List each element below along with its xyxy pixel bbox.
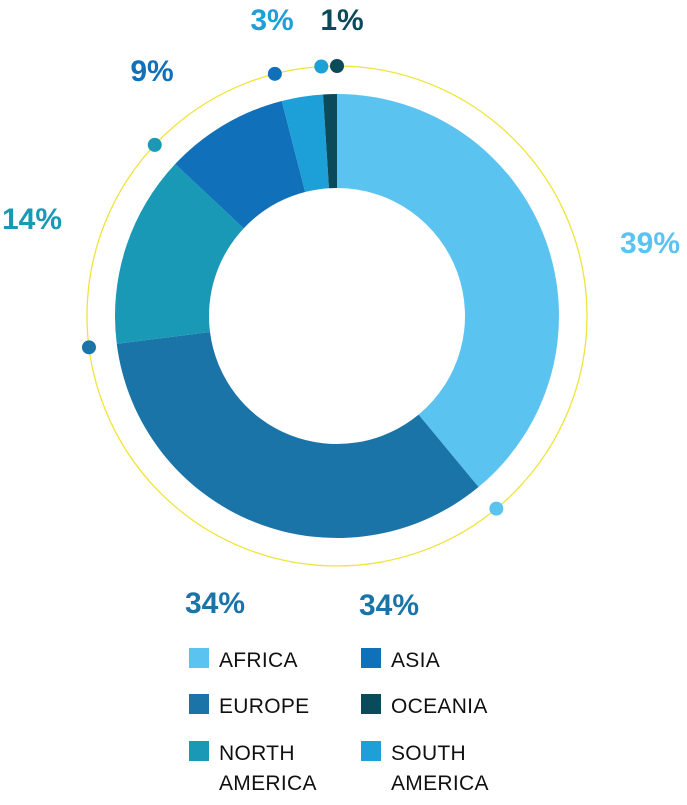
ring-markers: [81, 59, 504, 516]
legend-swatch: [189, 648, 209, 668]
label-north-america: 14%: [2, 203, 62, 236]
legend-swatch: [189, 694, 209, 714]
label-europe-left: 34%: [185, 587, 245, 620]
marker-north-america: [147, 137, 162, 152]
marker-oceania: [330, 59, 344, 73]
legend-label: ASIA: [391, 649, 440, 672]
slice-asia: [175, 100, 306, 229]
legend-label: AMERICA: [391, 772, 489, 795]
label-oceania: 1%: [320, 4, 363, 37]
legend-label: OCEANIA: [391, 695, 488, 718]
legend-swatch: [361, 741, 381, 761]
legend-label: NORTH: [219, 742, 295, 765]
slice-north-america: [115, 164, 244, 344]
legend-label: EUROPE: [219, 695, 310, 718]
legend-swatch: [361, 648, 381, 668]
slice-south-america: [281, 94, 329, 193]
slice-africa: [337, 94, 560, 488]
legend-item-africa: AFRICA: [189, 648, 298, 672]
label-europe-right: 34%: [359, 589, 419, 622]
label-south-america: 3%: [250, 4, 293, 37]
slice-oceania: [323, 94, 337, 189]
marker-africa: [489, 501, 504, 516]
legend-label: AMERICA: [219, 772, 317, 795]
legend-item-oceania: OCEANIA: [361, 694, 488, 718]
donut-slices: [115, 94, 560, 539]
marker-asia: [267, 66, 282, 81]
legend-item-south-america: SOUTH AMERICA: [361, 741, 489, 795]
legend-swatch: [361, 694, 381, 714]
legend-label: SOUTH: [391, 742, 466, 765]
legend-label: AFRICA: [219, 649, 298, 672]
legend-item-europe: EUROPE: [189, 694, 310, 718]
legend-item-asia: ASIA: [361, 648, 440, 672]
marker-south-america: [314, 59, 329, 74]
legend-item-north-america: NORTH AMERICA: [189, 741, 317, 795]
marker-europe: [81, 340, 96, 355]
label-asia: 9%: [130, 55, 173, 88]
label-africa: 39%: [620, 227, 680, 260]
slice-europe: [116, 332, 479, 539]
legend-swatch: [189, 741, 209, 761]
